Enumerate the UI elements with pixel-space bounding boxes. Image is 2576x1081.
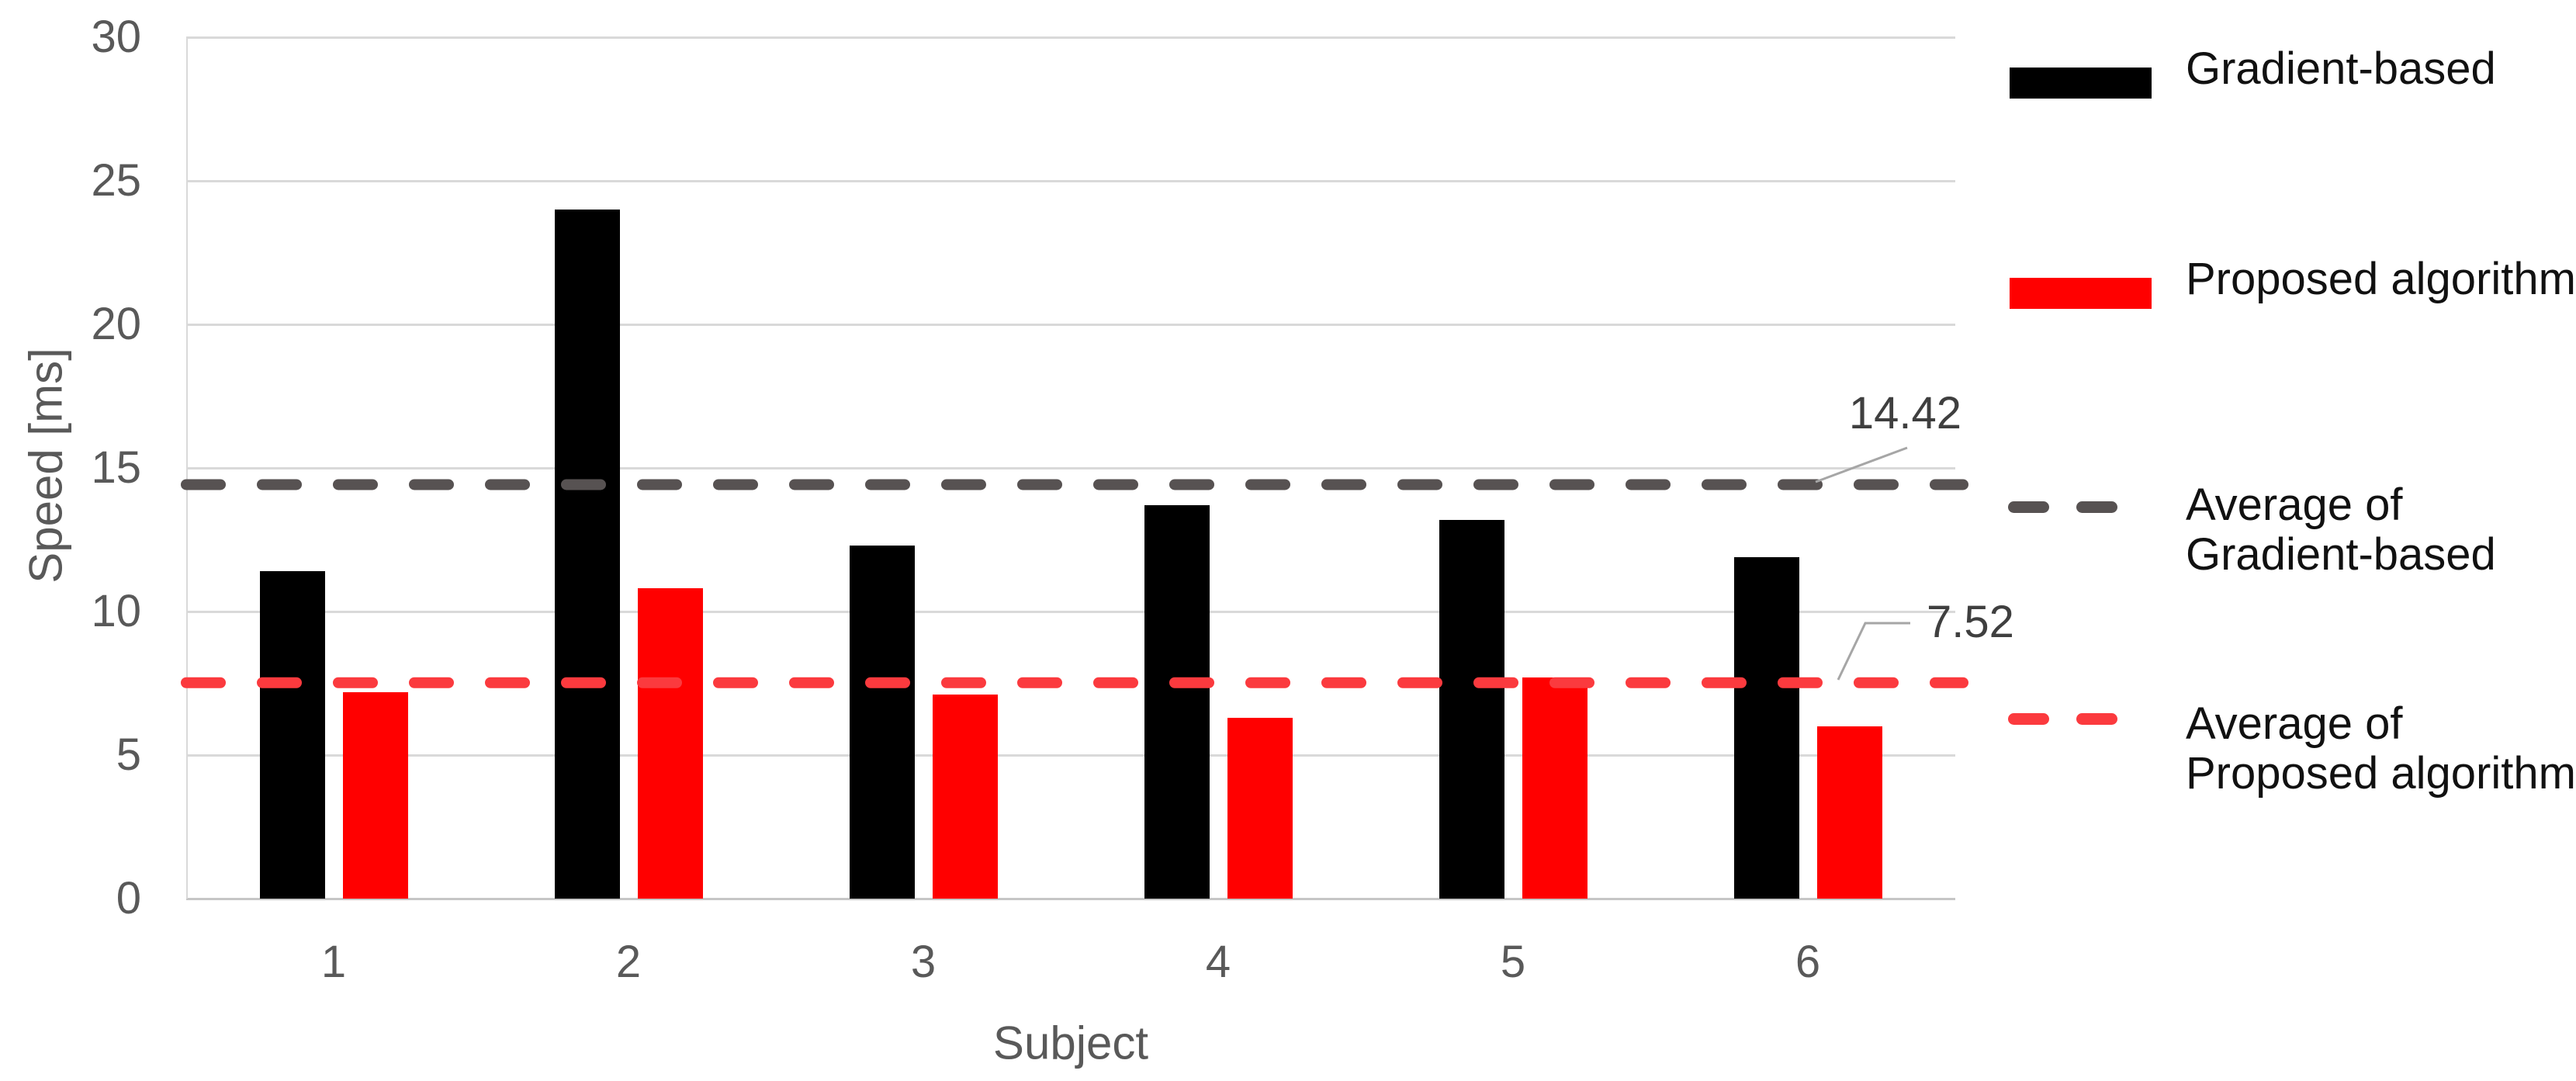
x-axis-title: Subject bbox=[992, 1017, 1149, 1069]
legend-label-line: Proposed algorithm bbox=[2186, 748, 2576, 799]
y-tick-label: 15 bbox=[91, 442, 141, 493]
legend-item-label: Average of Gradient-based bbox=[2186, 480, 2496, 580]
y-tick-label: 5 bbox=[116, 729, 141, 780]
bar--proposed-algorithm bbox=[1522, 677, 1587, 899]
bar--proposed-algorithm bbox=[1817, 726, 1882, 899]
annotation-leader-line bbox=[1837, 622, 1910, 681]
gridline bbox=[186, 36, 1955, 39]
x-tick-label: 2 bbox=[615, 937, 642, 987]
y-tick-label: 25 bbox=[91, 155, 141, 206]
legend-label-line: Average of bbox=[2186, 480, 2403, 530]
legend-item-label: Average of Proposed algorithm bbox=[2186, 699, 2576, 799]
y-tick-label: 20 bbox=[91, 299, 141, 349]
bar--gradient-based bbox=[850, 545, 915, 899]
x-tick-label: 6 bbox=[1795, 937, 1821, 987]
y-tick-label: 0 bbox=[116, 873, 141, 923]
y-axis-line bbox=[186, 37, 188, 899]
legend-swatch--dash bbox=[2076, 501, 2117, 513]
bar--proposed-algorithm bbox=[933, 695, 998, 899]
annotation-label: 14.42 bbox=[1848, 388, 1961, 438]
legend-label-line: Gradient-based bbox=[2186, 529, 2496, 580]
y-tick-label: 30 bbox=[91, 12, 141, 62]
legend-swatch--dash bbox=[2008, 501, 2049, 513]
legend-swatch--dash bbox=[2076, 713, 2117, 725]
legend-label-line: Proposed algorithm bbox=[2186, 254, 2576, 304]
legend-item-label: Proposed algorithm bbox=[2186, 255, 2576, 304]
annotation-label: 7.52 bbox=[1927, 597, 2014, 647]
legend-label-line: Average of bbox=[2186, 698, 2403, 749]
gridline bbox=[186, 754, 1955, 757]
bar--gradient-based bbox=[555, 210, 620, 899]
bar--proposed-algorithm bbox=[1227, 717, 1293, 899]
x-tick-label: 1 bbox=[320, 937, 347, 987]
gridline bbox=[186, 324, 1955, 326]
legend-swatch--dash bbox=[2008, 713, 2049, 725]
y-axis-title: Speed [ms] bbox=[19, 348, 72, 584]
bar--gradient-based bbox=[1734, 556, 1799, 899]
x-tick-label: 4 bbox=[1205, 937, 1231, 987]
y-tick-label: 10 bbox=[91, 586, 141, 636]
bar--gradient-based bbox=[260, 571, 325, 899]
bar--proposed-algorithm bbox=[638, 588, 703, 899]
bar--proposed-algorithm bbox=[343, 691, 408, 899]
gridline bbox=[186, 467, 1955, 469]
annotation-leader-line bbox=[1815, 446, 1908, 483]
bar--gradient-based bbox=[1439, 519, 1504, 899]
gridline bbox=[186, 611, 1955, 613]
x-tick-label: 3 bbox=[910, 937, 937, 987]
bar--gradient-based bbox=[1144, 505, 1210, 899]
x-axis-line bbox=[186, 898, 1955, 900]
legend-swatch--bar bbox=[2010, 278, 2152, 309]
legend-item-label: Gradient-based bbox=[2186, 44, 2496, 94]
x-tick-label: 5 bbox=[1500, 937, 1526, 987]
legend-label-line: Gradient-based bbox=[2186, 43, 2496, 94]
gridline bbox=[186, 180, 1955, 182]
legend-swatch--bar bbox=[2010, 68, 2152, 99]
